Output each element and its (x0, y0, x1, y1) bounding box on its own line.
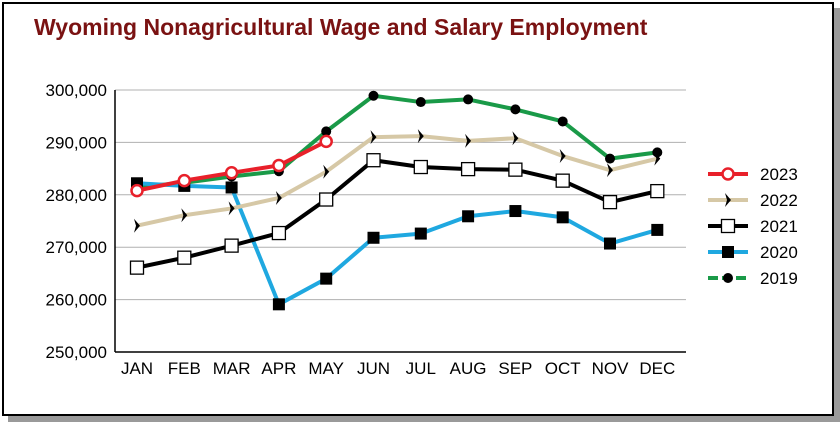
legend-label-2022: 2022 (760, 191, 798, 210)
data-point-open-square (508, 162, 523, 177)
data-point-chevron (181, 208, 188, 223)
legend-label-2020: 2020 (760, 243, 798, 262)
legend-label-2023: 2023 (760, 165, 798, 184)
x-tick-label: JUN (357, 359, 390, 378)
data-point-open-circle (272, 158, 286, 173)
y-tick-label: 280,000 (46, 186, 107, 205)
data-point-filled-square (272, 298, 285, 311)
data-point-filled-circle (652, 147, 663, 158)
data-point-filled-circle (557, 116, 568, 127)
data-point-filled-square (320, 272, 333, 285)
data-point-open-square (555, 173, 570, 188)
x-tick-label: APR (261, 359, 296, 378)
data-point-chevron (512, 131, 519, 146)
data-point-open-square (224, 238, 239, 253)
data-point-filled-square (604, 237, 616, 250)
data-point-open-circle (721, 167, 735, 181)
data-point-chevron (725, 193, 731, 207)
y-tick-label: 300,000 (46, 81, 107, 100)
x-tick-label: FEB (168, 359, 201, 378)
data-point-chevron (228, 201, 235, 216)
data-point-filled-circle (723, 273, 733, 283)
data-point-chevron (417, 129, 424, 144)
data-point-open-circle (224, 166, 239, 180)
y-axis-ticks: 250,000 260,000 270,000 280,000 290,000 300,0… (46, 81, 107, 362)
y-tick-label: 260,000 (46, 291, 107, 310)
legend-label-2019: 2019 (760, 269, 798, 288)
x-axis-ticks: JAN FEB MAR APR MAY JUN JUL AUG SEP OCT NOV DEC (121, 359, 675, 378)
data-point-filled-square (556, 211, 569, 224)
data-point-chevron (654, 151, 661, 166)
data-point-filled-square (367, 231, 380, 244)
data-point-open-square (413, 159, 428, 175)
data-point-open-square (720, 218, 736, 234)
data-point-open-square (366, 153, 381, 168)
data-point-open-square (602, 194, 618, 210)
data-point-filled-square (414, 227, 427, 240)
data-point-filled-square (651, 223, 664, 236)
data-point-open-square (319, 192, 334, 207)
data-point-filled-circle (605, 153, 615, 164)
data-point-filled-square (462, 210, 475, 223)
x-tick-label: JUL (406, 359, 436, 378)
data-point-chevron (607, 163, 613, 178)
chart-title: Wyoming Nonagricultural Wage and Salary … (34, 14, 648, 40)
data-point-chevron (134, 218, 140, 233)
x-tick-label: SEP (498, 359, 532, 378)
data-point-chevron (465, 133, 472, 148)
data-point-filled-circle (368, 90, 379, 101)
x-tick-label: MAY (308, 359, 344, 378)
y-tick-label: 290,000 (46, 133, 107, 152)
data-point-filled-circle (415, 97, 426, 108)
y-tick-label: 270,000 (46, 238, 107, 257)
data-point-open-circle (130, 183, 144, 198)
legend: 2023 2022 2021 2020 2019 (708, 165, 798, 288)
data-point-chevron (323, 164, 330, 179)
data-point-open-square (177, 250, 192, 265)
x-tick-label: NOV (592, 359, 630, 378)
gridlines (114, 89, 686, 353)
x-tick-label: OCT (545, 359, 581, 378)
x-tick-label: DEC (639, 359, 675, 378)
data-point-chevron (275, 190, 282, 205)
data-point-open-circle (319, 134, 333, 149)
x-tick-label: AUG (450, 359, 487, 378)
x-tick-label: JAN (121, 359, 153, 378)
data-point-open-circle (177, 173, 192, 188)
series-line-2019 (136, 93, 658, 189)
data-point-open-square (271, 225, 287, 241)
legend-label-2021: 2021 (760, 217, 798, 236)
chart-frame (2, 2, 834, 416)
series-markers (129, 90, 665, 311)
data-point-filled-square (722, 246, 734, 258)
data-point-filled-circle (463, 94, 474, 105)
y-tick-label: 250,000 (46, 343, 107, 362)
data-point-open-square (460, 161, 476, 177)
series-line-2021 (136, 158, 658, 270)
series-line-2020 (136, 181, 658, 307)
data-point-open-square (129, 260, 145, 275)
data-point-filled-circle (510, 104, 521, 115)
data-point-filled-square (509, 205, 522, 218)
series-line-2022 (136, 134, 658, 228)
data-point-chevron (370, 130, 377, 145)
data-point-filled-square (225, 181, 238, 194)
data-point-chevron (559, 149, 566, 164)
data-point-open-square (650, 183, 665, 199)
series-lines (136, 93, 658, 307)
data-point-filled-circle (321, 126, 332, 137)
x-tick-label: MAR (213, 359, 251, 378)
